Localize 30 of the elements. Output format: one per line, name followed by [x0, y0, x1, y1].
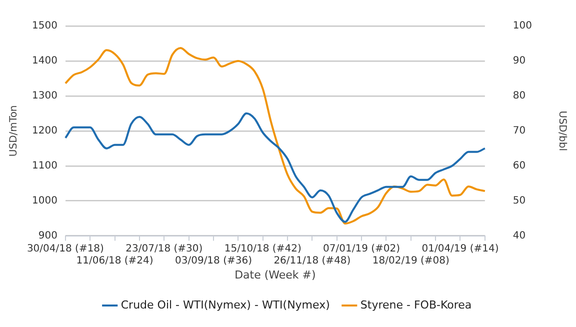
x-tick-label: 07/01/19 (#02) [323, 243, 400, 254]
x-tick-label: 26/11/18 (#48) [274, 255, 351, 266]
y2-tick-label: 90 [512, 56, 526, 67]
x-tick-label: 03/09/18 (#36) [174, 255, 252, 266]
y-tick-label: 1200 [32, 125, 58, 136]
y-axis-title: USD/mTon [8, 105, 20, 157]
y-tick-label: 1400 [32, 56, 58, 67]
y2-tick-label: 60 [512, 160, 526, 172]
x-tick-label: 23/07/18 (#30) [126, 243, 203, 254]
y-tick-label: 1300 [32, 90, 58, 102]
legend-label: Crude Oil - WTI(Nymex) - WTI(Nymex) [120, 298, 330, 312]
x-tick-label: 01/04/19 (#14) [422, 243, 499, 254]
y-tick-label: 1000 [32, 195, 58, 206]
line-series [64, 112, 486, 223]
y-tick-label: 1100 [32, 160, 58, 172]
y-tick-label: 900 [38, 230, 58, 242]
y2-axis-title: USD/bbl [556, 110, 568, 152]
x-tick-label: 30/04/18 (#18) [26, 243, 104, 254]
x-tick-label: 18/02/19 (#08) [372, 255, 450, 266]
x-tick-label: 15/10/18 (#42) [224, 243, 302, 254]
y2-tick-label: 50 [512, 195, 526, 206]
y-tick-label: 1500 [32, 20, 58, 32]
y2-tick-label: 40 [512, 230, 526, 242]
y2-tick-label: 80 [512, 90, 526, 102]
y2-tick-label: 70 [512, 125, 526, 136]
line-series [64, 47, 486, 225]
legend-label: Styrene - FOB-Korea [360, 298, 472, 312]
y2-tick-label: 100 [512, 20, 532, 32]
x-axis-title: Date (Week #) [234, 268, 316, 282]
x-tick-label: 11/06/18 (#24) [76, 255, 154, 266]
